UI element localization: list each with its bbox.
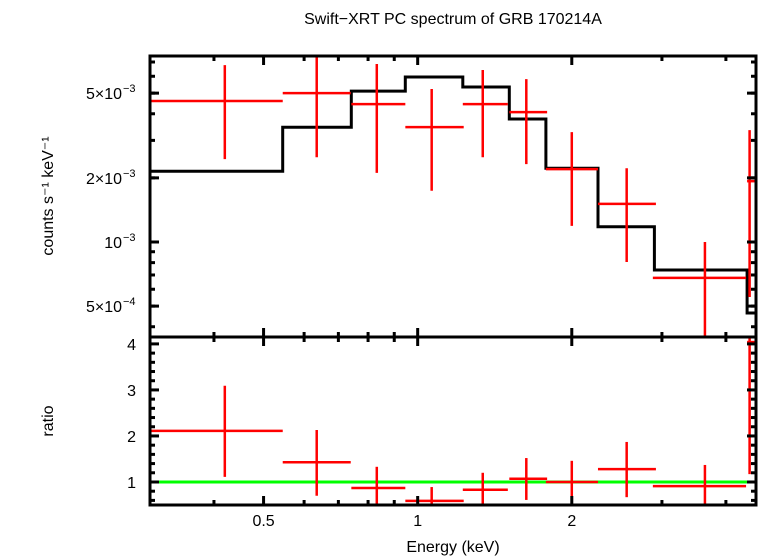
y-tick-exponent: −3	[123, 232, 136, 244]
data-point-3	[351, 64, 406, 173]
y-axis-label-ratio: ratio	[40, 405, 57, 436]
ratio-point-6	[509, 458, 548, 500]
chart-title: Swift−XRT PC spectrum of GRB 170214A	[304, 11, 602, 28]
ratio-frame	[148, 335, 758, 507]
y-tick-label: 5×10	[86, 299, 122, 316]
ratio-point-3	[351, 466, 406, 505]
ratio-data	[150, 337, 756, 505]
spectrum-data	[150, 56, 756, 336]
y-tick-exponent: −3	[123, 168, 136, 180]
data-point-9	[652, 241, 747, 336]
y-tick-exponent: −3	[123, 83, 136, 95]
ratio-point-2	[282, 429, 351, 496]
ratio-point-8	[597, 441, 656, 498]
data-point-6	[509, 79, 548, 165]
data-point-8	[597, 168, 656, 262]
y-tick-label: 4	[127, 337, 136, 354]
data-point-1	[150, 65, 283, 160]
spectrum-frame	[148, 54, 758, 339]
ratio-point-5	[462, 472, 508, 505]
spectrum-panel: 5×10 −410 −32×10 −35×10 −3	[86, 54, 758, 339]
x-axis-label: Energy (keV)	[406, 539, 499, 556]
y-tick-label: 10	[104, 235, 122, 252]
y-tick-label: 2×10	[86, 171, 122, 188]
data-point-7	[545, 132, 598, 226]
y-tick-exponent: −4	[123, 296, 136, 308]
data-point-2	[282, 56, 351, 158]
data-point-5	[462, 70, 508, 158]
ratio-point-4	[405, 487, 464, 505]
ratio-panel: 1 2 3 4	[127, 335, 758, 507]
ratio-point-1	[150, 385, 283, 477]
y-tick-label: 2	[127, 429, 136, 446]
ratio-point-9	[652, 464, 747, 505]
model-step-line	[150, 75, 756, 315]
y-tick-label: 3	[127, 383, 136, 400]
y-tick-label: 1	[127, 475, 136, 492]
data-point-4	[405, 88, 464, 191]
y-tick-label: 5×10	[86, 86, 122, 103]
y-axis-label-spectrum: counts s⁻¹ keV⁻¹	[40, 136, 57, 255]
x-tick-label: 2	[567, 513, 576, 530]
x-tick-label: 0.5	[252, 513, 274, 530]
x-tick-label: 1	[413, 513, 422, 530]
